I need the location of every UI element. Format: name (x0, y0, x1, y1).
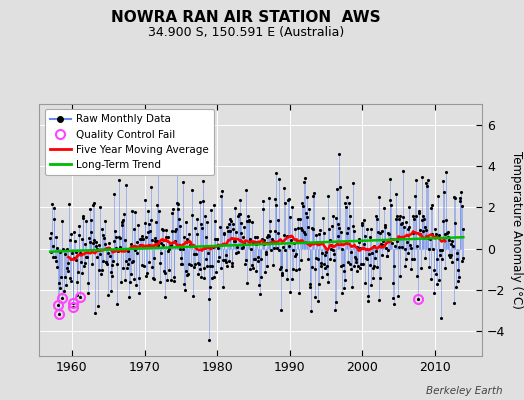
Legend: Raw Monthly Data, Quality Control Fail, Five Year Moving Average, Long-Term Tren: Raw Monthly Data, Quality Control Fail, … (45, 109, 214, 175)
Text: 34.900 S, 150.591 E (Australia): 34.900 S, 150.591 E (Australia) (148, 26, 344, 39)
Y-axis label: Temperature Anomaly (°C): Temperature Anomaly (°C) (510, 151, 523, 309)
Text: NOWRA RAN AIR STATION  AWS: NOWRA RAN AIR STATION AWS (112, 10, 381, 25)
Text: Berkeley Earth: Berkeley Earth (427, 386, 503, 396)
